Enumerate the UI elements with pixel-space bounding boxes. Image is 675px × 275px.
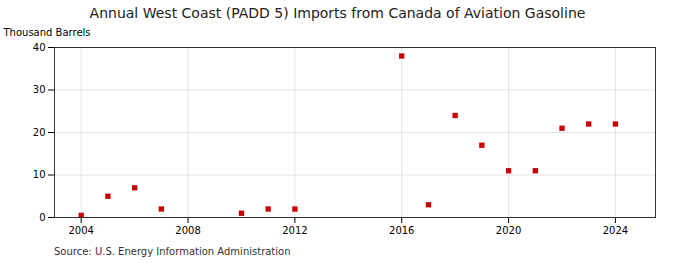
svg-text:Thousand Barrels: Thousand Barrels (3, 27, 91, 38)
svg-text:30: 30 (33, 84, 46, 95)
html-text:Source: U.S. Energy Informatio: Source: U.S. Energy Information Administ… (54, 246, 291, 257)
svg-text:2012: 2012 (282, 225, 307, 236)
svg-text:2008: 2008 (175, 225, 200, 236)
svg-text:2020: 2020 (496, 225, 521, 236)
svg-text:10: 10 (33, 169, 46, 180)
svg-text:2016: 2016 (389, 225, 414, 236)
svg-text:2024: 2024 (603, 225, 628, 236)
svg-text:40: 40 (33, 42, 46, 53)
svg-text:2004: 2004 (68, 225, 93, 236)
svg-text:20: 20 (33, 127, 46, 138)
html-text:Annual West Coast (PADD 5) Imp: Annual West Coast (PADD 5) Imports from … (89, 5, 586, 21)
svg-text:0: 0 (39, 212, 45, 223)
